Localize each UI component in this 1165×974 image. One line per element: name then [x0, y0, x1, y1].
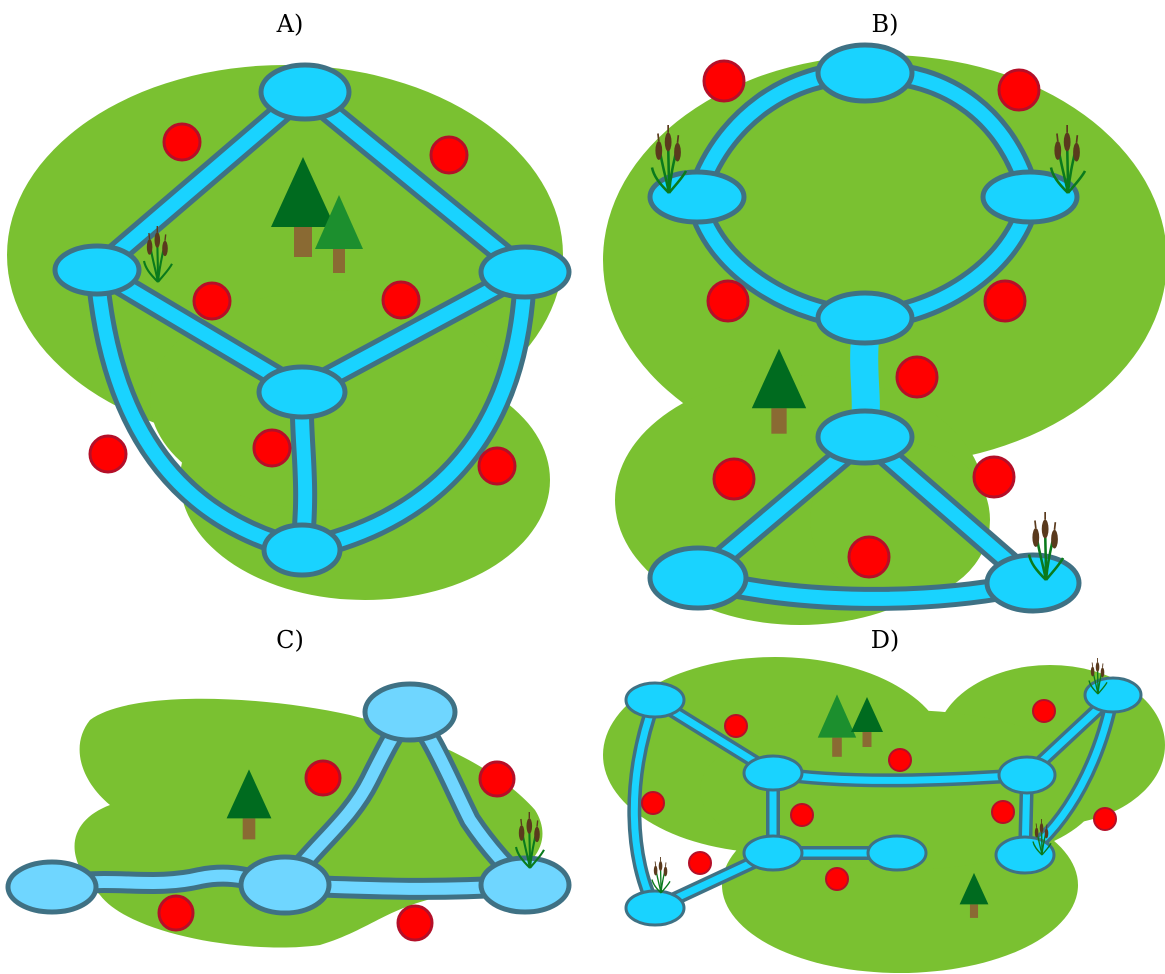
- pond: [742, 754, 804, 792]
- cattail-icon: [651, 856, 671, 894]
- berry: [478, 760, 516, 798]
- berry: [88, 434, 128, 474]
- berry: [381, 280, 421, 320]
- pond: [742, 834, 804, 872]
- berry: [702, 59, 746, 103]
- pond: [997, 755, 1057, 795]
- berry: [847, 535, 891, 579]
- berry: [192, 281, 232, 321]
- panel-d-label: D): [870, 626, 900, 654]
- panel-a-label: A): [276, 10, 304, 38]
- pond: [866, 834, 928, 872]
- panel-d-berries: [641, 699, 1117, 891]
- pond: [647, 169, 747, 225]
- berry: [162, 122, 202, 162]
- pond: [478, 244, 572, 300]
- berry: [983, 279, 1027, 323]
- berry: [888, 748, 912, 772]
- pond: [261, 522, 343, 578]
- panel-b-label: B): [871, 10, 899, 38]
- berry: [825, 867, 849, 891]
- pond: [980, 169, 1080, 225]
- panel-a-ponds: [52, 62, 572, 578]
- berry: [252, 428, 292, 468]
- panel-a-streams: [85, 80, 537, 562]
- pond: [815, 408, 915, 466]
- berry: [895, 355, 939, 399]
- panel-b: [603, 42, 1165, 625]
- pond: [362, 681, 458, 743]
- berry: [997, 68, 1041, 112]
- pond: [994, 835, 1056, 875]
- berry: [429, 135, 469, 175]
- berry: [706, 279, 750, 323]
- panel-c: [5, 681, 572, 948]
- pond: [815, 290, 915, 346]
- panel-c-berries: [157, 759, 516, 942]
- berry: [688, 851, 712, 875]
- berry: [304, 759, 342, 797]
- berry: [477, 446, 517, 486]
- panel-a-berries: [88, 122, 517, 486]
- pond: [624, 889, 686, 927]
- pond: [256, 364, 348, 420]
- berry: [1093, 807, 1117, 831]
- pond: [238, 854, 332, 916]
- berry: [991, 800, 1015, 824]
- pond: [5, 859, 99, 915]
- berry: [972, 455, 1016, 499]
- panel-c-ponds: [5, 681, 572, 916]
- panel-b-ponds: [647, 42, 1082, 614]
- pond: [52, 243, 142, 297]
- panel-d-land: [603, 657, 1165, 973]
- berry: [1032, 699, 1056, 723]
- pond: [815, 42, 915, 104]
- panel-c-label: C): [276, 626, 304, 654]
- berry: [157, 894, 195, 932]
- berry: [396, 904, 434, 942]
- berry: [641, 791, 665, 815]
- panel-b-berries: [702, 59, 1041, 579]
- pond: [624, 681, 686, 719]
- panel-a-land: [7, 65, 563, 600]
- pond: [647, 545, 749, 611]
- berry: [790, 803, 814, 827]
- berry: [724, 714, 748, 738]
- pond: [478, 855, 572, 915]
- berry: [712, 457, 756, 501]
- panel-d: [603, 657, 1165, 973]
- panel-a: [7, 62, 572, 600]
- pond: [1083, 676, 1143, 714]
- pond: [258, 62, 352, 122]
